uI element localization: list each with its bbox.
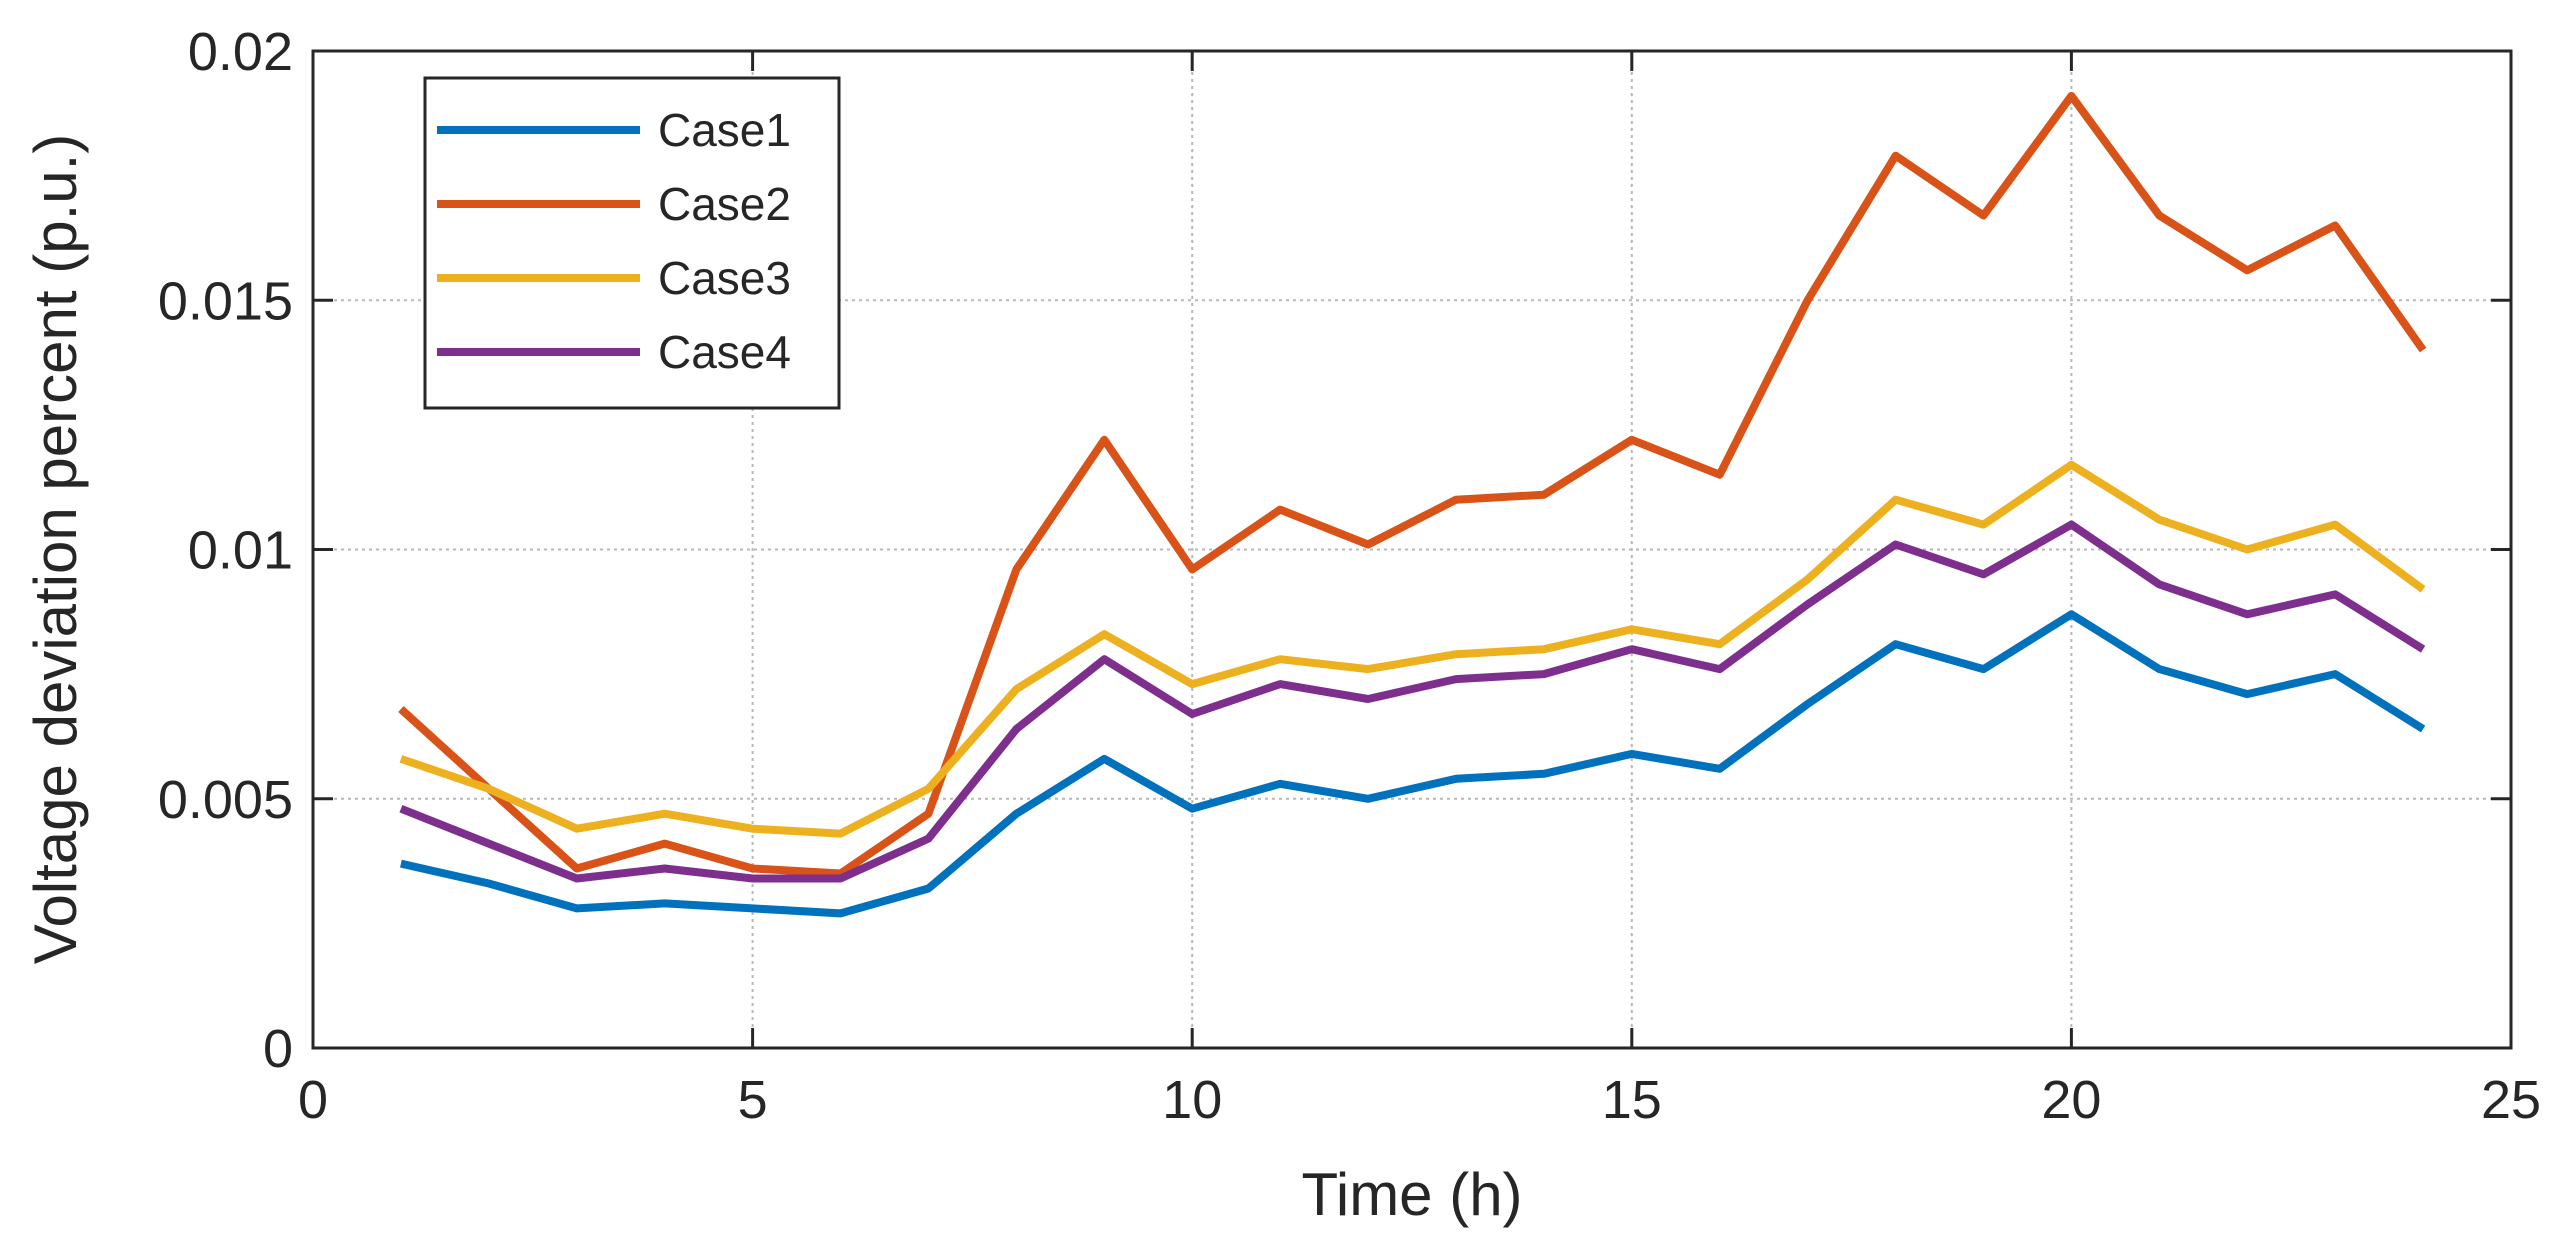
x-axis-label: Time (h) — [1301, 1161, 1522, 1228]
y-tick-label: 0.01 — [188, 521, 293, 581]
legend: Case1 Case2 Case3 Case4 — [423, 76, 841, 410]
series-line-case4 — [399, 520, 2426, 883]
ticks — [311, 49, 2513, 1050]
legend-label-case4: Case4 — [658, 326, 791, 378]
y-tick-label: 0 — [263, 1019, 293, 1079]
y-tick-labels: 0 0.005 0.01 0.015 0.02 — [158, 22, 293, 1079]
y-tick-label: 0.005 — [158, 770, 293, 830]
x-tick-label: 10 — [1162, 1070, 1222, 1130]
x-tick-label: 5 — [738, 1070, 768, 1130]
x-tick-label: 20 — [2041, 1070, 2101, 1130]
series-line-case1 — [400, 610, 2426, 918]
series-line-case2 — [398, 91, 2427, 878]
y-axis-label: Voltage deviation percent (p.u.) — [22, 134, 89, 965]
x-tick-label: 0 — [298, 1070, 328, 1130]
legend-items: Case1 Case2 Case3 Case4 — [437, 104, 791, 378]
y-tick-label: 0.02 — [188, 22, 293, 82]
y-tick-label: 0.015 — [158, 271, 293, 331]
series-line-case3 — [399, 460, 2426, 838]
x-tick-labels: 0 5 10 15 20 25 — [298, 1070, 2541, 1130]
legend-label-case1: Case1 — [658, 104, 791, 156]
legend-label-case3: Case3 — [658, 252, 791, 304]
x-tick-label: 15 — [1602, 1070, 1662, 1130]
x-tick-label: 25 — [2481, 1070, 2541, 1130]
series-lines — [398, 91, 2427, 918]
legend-label-case2: Case2 — [658, 178, 791, 230]
